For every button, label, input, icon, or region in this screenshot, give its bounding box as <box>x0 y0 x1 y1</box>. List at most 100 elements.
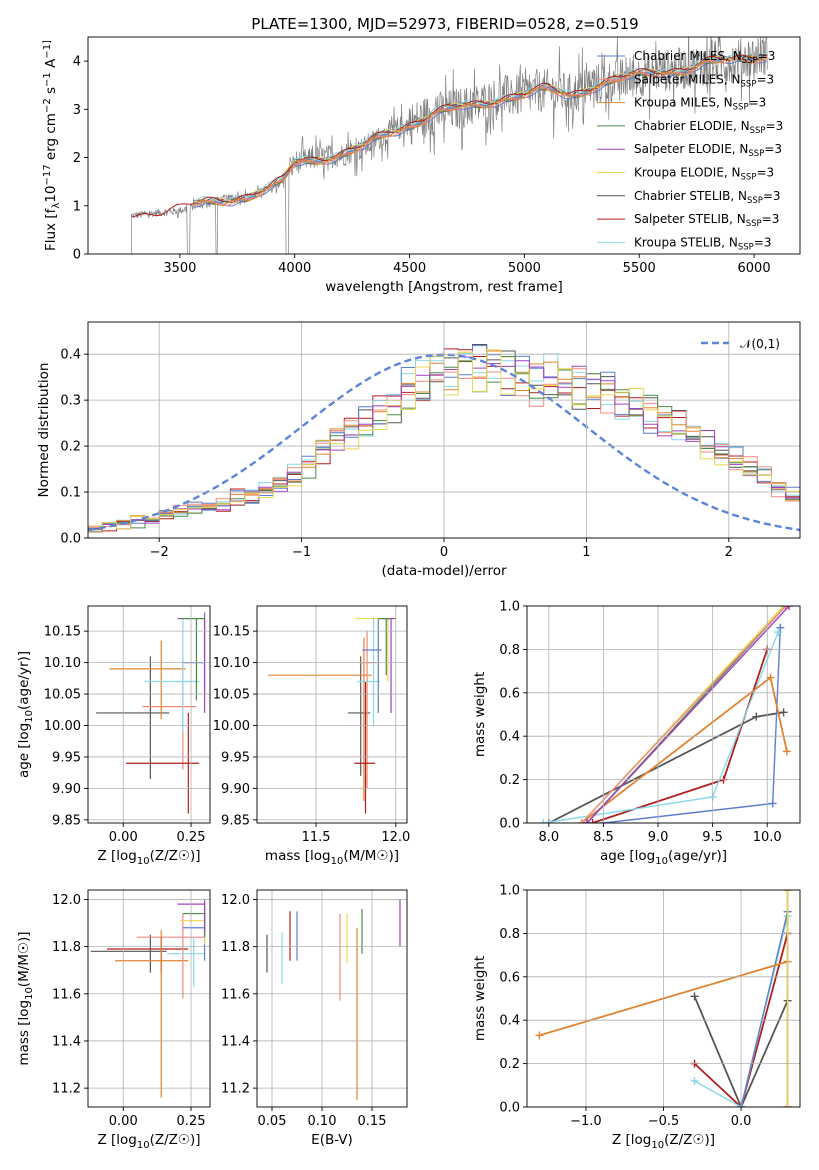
y-tick-label: 10.15 <box>213 625 250 640</box>
errorbar-point <box>180 617 205 701</box>
y-tick-label: 11.4 <box>221 1034 250 1049</box>
y-tick-label: 11.6 <box>52 987 81 1002</box>
axes-frame <box>87 605 211 824</box>
y-tick-label: 10.10 <box>213 656 250 671</box>
legend-label: Salpeter ELODIE, NSSP=3 <box>634 142 782 159</box>
panel-residuals: −2 −1 0 1 2 0.0 0.1 0.2 0.3 0.4 (data-model)/error… <box>36 321 801 579</box>
y-tick-label: 12.0 <box>52 893 81 908</box>
y-tick-label: 0.4 <box>499 1014 520 1029</box>
weight-marker <box>783 1103 792 1107</box>
y-tick-label: 0.4 <box>499 730 520 745</box>
y-tick-label: 0.3 <box>60 394 81 409</box>
y-axis-label: mass weight <box>472 956 488 1041</box>
weight-marker <box>690 1076 699 1085</box>
y-tick-label: 11.2 <box>221 1082 250 1097</box>
y-axis-label: mass weight <box>472 672 488 757</box>
x-axis-label: E(B-V) <box>311 1132 353 1148</box>
y-tick-label: 10.15 <box>44 625 81 640</box>
x-tick-label: −1 <box>292 545 311 560</box>
y-tick-label: 10.00 <box>44 719 81 734</box>
x-tick-label: 6000 <box>738 261 771 276</box>
x-tick-label: −0.5 <box>648 1114 680 1129</box>
x-tick-label: 0.25 <box>177 1114 206 1129</box>
legend-label: Salpeter STELIB, NSSP=3 <box>634 212 779 229</box>
weight-marker <box>766 673 775 682</box>
y-tick-label: 0.1 <box>60 486 81 501</box>
x-tick-label: 5000 <box>508 261 541 276</box>
weight-marker <box>539 819 548 823</box>
x-tick-label: 5500 <box>623 261 656 276</box>
legend-label: Kroupa STELIB, NSSP=3 <box>634 235 772 252</box>
legend-label: Kroupa MILES, NSSP=3 <box>634 96 766 113</box>
errorbar-point <box>182 908 206 938</box>
weight-marker <box>583 819 592 823</box>
y-tick-label: 12.0 <box>221 893 250 908</box>
weight-line <box>693 933 789 1107</box>
errorbar-point <box>144 618 200 732</box>
plot-area <box>120 37 769 254</box>
y-tick-label: 4 <box>73 55 81 70</box>
x-tick-label: 3500 <box>163 261 196 276</box>
weight-marker <box>752 712 761 721</box>
x-tick-label: 0.00 <box>109 830 138 845</box>
observed-spectrum <box>120 37 769 254</box>
panel-spectrum: 3500 4000 4500 5000 5500 6000 0 1 2 3 4 wavelength … <box>42 36 801 295</box>
legend-label: 𝒩(0,1) <box>740 337 780 351</box>
axes-frame <box>256 889 408 1108</box>
weight-line <box>581 606 787 823</box>
x-axis-label: Z [log10(Z/Z☉)] <box>97 1132 200 1151</box>
errorbar-point <box>268 637 372 801</box>
y-tick-label: 0 <box>73 248 81 263</box>
x-tick-label: 12.0 <box>381 830 410 845</box>
y-axis-label: Flux [fλ10−17 erg cm−2 s−1 A−1] <box>42 40 62 251</box>
y-tick-label: 0.0 <box>60 532 81 547</box>
y-tick-label: 0.2 <box>499 773 520 788</box>
panel-massweight-vs-age: 8.0 8.5 9.0 9.5 10.0 0.0 0.2 0.4 0.6 0.8 1.0 age [l… <box>472 600 801 867</box>
x-tick-label: 0.00 <box>109 1114 138 1129</box>
y-tick-label: 0.0 <box>499 817 520 832</box>
panel-mass-vs-EBV: 0.05 0.10 0.15 11.2 11.4 11.6 11.8 12.0 E(B-V) <box>221 889 408 1148</box>
panel-age-vs-mass: 11.5 12.0 9.85 9.90 9.95 10.00 10.05 10.10 10.15… <box>213 605 410 867</box>
errorbar-point <box>96 656 170 779</box>
y-tick-label: 0.0 <box>499 1101 520 1116</box>
weight-marker <box>577 819 586 823</box>
weight-marker <box>588 819 597 823</box>
axes-frame <box>87 36 801 255</box>
y-tick-label: 11.2 <box>52 1082 81 1097</box>
x-tick-label: 2 <box>725 545 733 560</box>
panel-age-vs-Z: 0.00 0.25 9.85 9.90 9.95 10.00 10.05 10.10 10.15… <box>16 605 211 867</box>
x-tick-label: 0 <box>440 545 448 560</box>
y-tick-label: 9.85 <box>52 813 81 828</box>
errorbar-point <box>378 617 390 676</box>
weight-line <box>543 631 779 823</box>
errorbar-point <box>136 913 205 999</box>
y-tick-label: 1.0 <box>499 884 520 899</box>
x-axis-label: (data-model)/error <box>381 563 507 579</box>
y-tick-label: 9.95 <box>52 750 81 765</box>
weight-line <box>740 911 789 1107</box>
weight-marker <box>785 606 794 610</box>
weight-marker <box>783 890 792 894</box>
y-tick-label: 11.8 <box>221 940 250 955</box>
x-tick-label: −1.0 <box>570 1114 602 1129</box>
x-tick-label: 0.10 <box>308 1114 337 1129</box>
x-tick-label: 0.05 <box>258 1114 287 1129</box>
x-tick-label: 4500 <box>393 261 426 276</box>
errorbar-point <box>125 712 200 814</box>
legend-label: Chabrier STELIB, NSSP=3 <box>634 189 781 206</box>
y-tick-label: 0.2 <box>60 440 81 455</box>
errorbar-point <box>106 937 189 973</box>
weight-line <box>693 995 789 1107</box>
y-tick-label: 10.05 <box>213 688 250 703</box>
y-tick-label: 3 <box>73 103 81 118</box>
x-tick-label: 11.5 <box>302 830 331 845</box>
x-tick-label: 8.0 <box>538 830 559 845</box>
y-tick-label: 1.0 <box>499 600 520 615</box>
weight-marker <box>779 708 788 717</box>
weight-marker <box>690 992 699 1001</box>
weight-marker <box>768 799 777 808</box>
errorbar-point <box>115 930 189 1098</box>
y-tick-label: 2 <box>73 151 81 166</box>
x-tick-label: 0.0 <box>731 1114 752 1129</box>
